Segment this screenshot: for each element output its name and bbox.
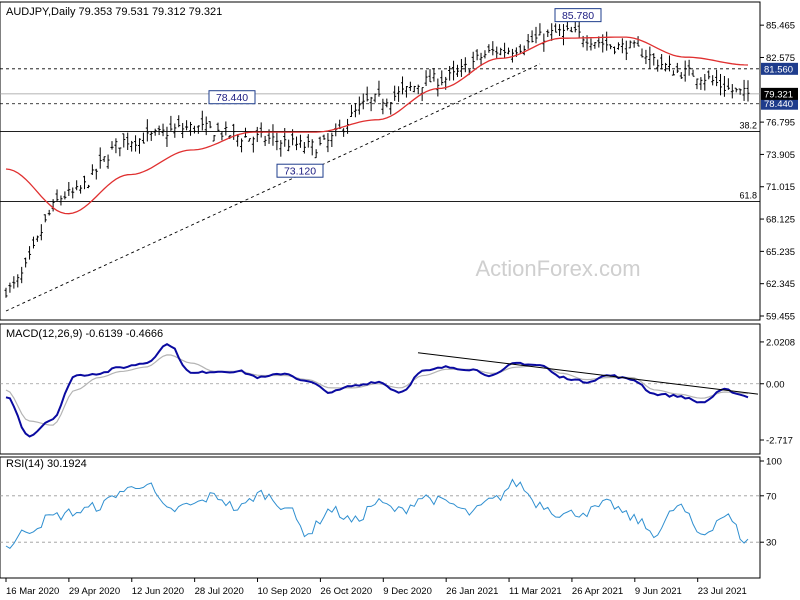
fib-label: 61.8: [739, 191, 757, 201]
macd-trendline: [417, 352, 759, 395]
x-tick-label: 26 Jan 2021: [446, 586, 498, 597]
macd-panel-title: MACD(12,26,9) -0.6139 -0.4666: [6, 328, 163, 340]
macd-panel-frame: [0, 323, 761, 455]
macd-panel: MACD(12,26,9) -0.6139 -0.4666: [0, 323, 761, 455]
price-y-tick-label: 65.235: [766, 247, 795, 258]
price-y-tick-label: 76.795: [766, 118, 795, 129]
price-panel: AUDJPY,Daily 79.353 79.531 79.312 79.321…: [0, 1, 761, 321]
price-y-tick-label: 71.015: [766, 182, 795, 193]
x-tick-label: 28 Jul 2020: [195, 586, 244, 597]
price-trendline: [5, 63, 541, 312]
level-label: 81.560: [764, 64, 793, 75]
watermark: ActionForex.com: [475, 256, 640, 281]
price-y-tick-label: 85.465: [766, 21, 795, 32]
swing-label-box: [276, 163, 324, 178]
current-price-label: 79.321: [764, 89, 793, 100]
level-label-bg: [761, 97, 798, 110]
x-tick-label: 29 Apr 2020: [69, 586, 120, 597]
price-y-tick-label: 62.345: [766, 279, 795, 290]
rsi-y-tick-label: 70: [766, 491, 777, 502]
current-price-label-bg: [761, 87, 798, 100]
rsi-panel-title: RSI(14) 30.1924: [6, 458, 87, 470]
x-tick-label: 9 Jun 2021: [635, 586, 682, 597]
price-panel-title: AUDJPY,Daily 79.353 79.531 79.312 79.321: [6, 6, 222, 18]
macd-y-tick-label: 0.00: [766, 379, 785, 390]
x-tick-label: 26 Oct 2020: [320, 586, 372, 597]
swing-label-box: [208, 90, 256, 105]
price-y-tick-label: 82.575: [766, 53, 795, 64]
price-y-tick-label: 68.125: [766, 215, 795, 226]
level-label-bg: [761, 62, 798, 75]
price-y-tick-label: 59.455: [766, 312, 795, 323]
rsi-y-tick-label: 30: [766, 538, 777, 549]
price-bars: [4, 18, 750, 298]
price-y-tick-label: 73.905: [766, 150, 795, 161]
x-tick-label: 26 Apr 2021: [572, 586, 623, 597]
swing-label: 85.780: [562, 10, 594, 22]
swing-label: 73.120: [284, 166, 316, 178]
x-tick-label: 16 Mar 2020: [6, 586, 59, 597]
x-tick-label: 10 Sep 2020: [258, 586, 312, 597]
rsi-line: [5, 478, 749, 549]
swing-label: 78.440: [216, 92, 248, 104]
rsi-y-tick-label: 100: [766, 457, 782, 468]
macd-y-tick-label: -2.717: [766, 436, 793, 447]
x-tick-label: 9 Dec 2020: [383, 586, 432, 597]
macd-y-tick-label: 2.0208: [766, 337, 795, 348]
rsi-panel-frame: [0, 456, 761, 579]
swing-label-box: [554, 8, 602, 23]
level-label: 78.440: [764, 99, 793, 110]
x-tick-label: 11 Mar 2021: [509, 586, 562, 597]
x-tick-label: 23 Jul 2021: [698, 586, 747, 597]
price-panel-frame: [0, 1, 761, 321]
x-tick-label: 12 Jun 2020: [132, 586, 184, 597]
moving-average-line: [5, 36, 749, 215]
fib-label: 38.2: [739, 120, 757, 130]
rsi-panel: RSI(14) 30.1924: [0, 456, 761, 579]
